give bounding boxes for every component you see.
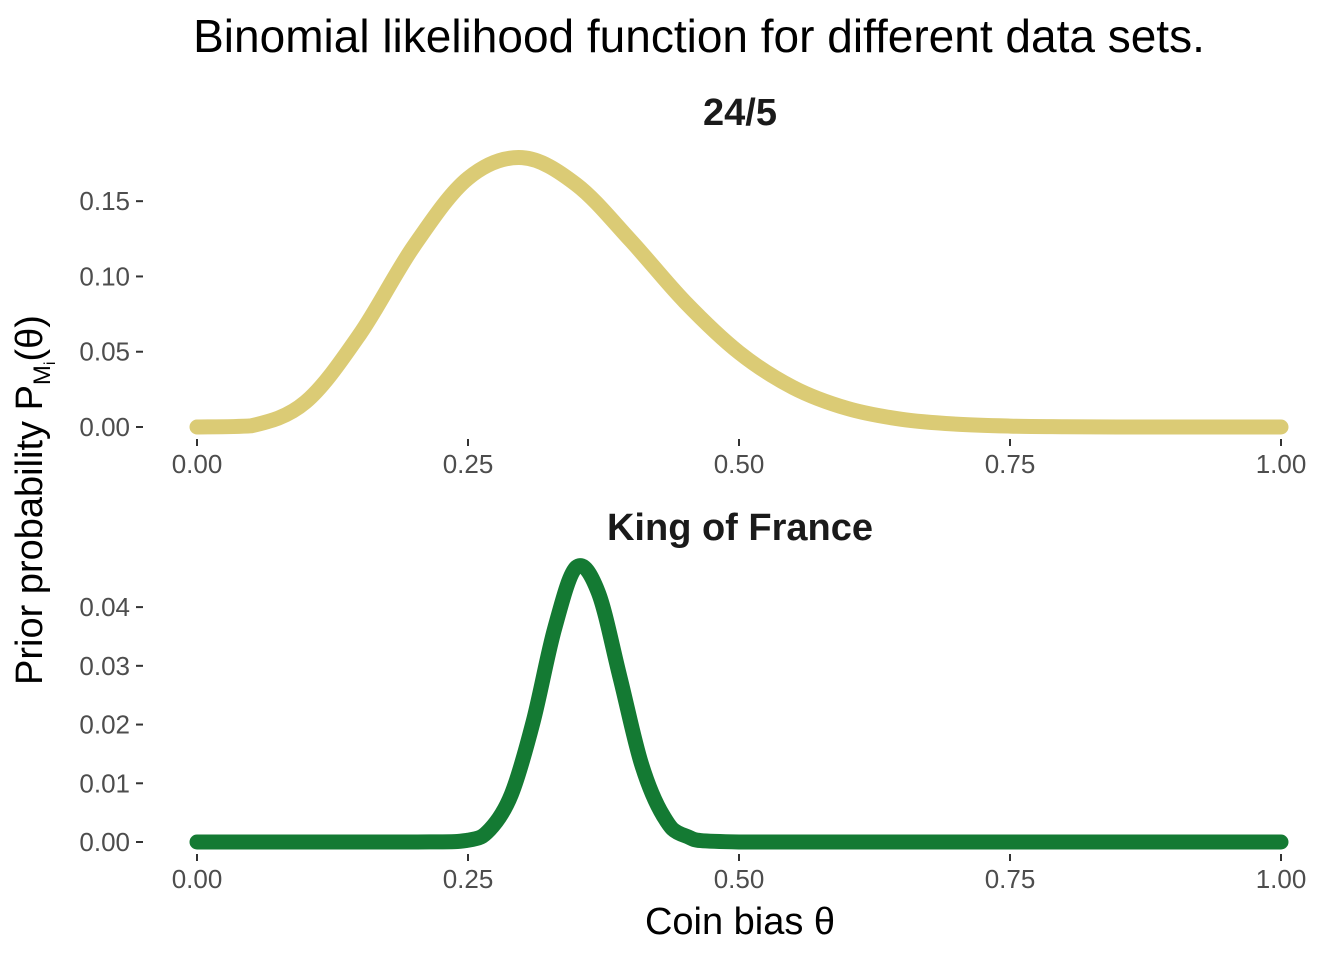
- x-axis-ticks: 0.00 0.25 0.50 0.75 1.00: [172, 854, 1307, 894]
- y-tick-label: 0.15: [79, 186, 130, 216]
- x-tick-label: 0.25: [443, 864, 494, 894]
- y-tick-label: 0.01: [79, 768, 130, 798]
- x-tick-label: 1.00: [1256, 864, 1307, 894]
- x-tick-label: 1.00: [1256, 449, 1307, 479]
- x-tick-label: 0.00: [172, 449, 223, 479]
- panel-title-24-5: 24/5: [703, 92, 777, 134]
- y-tick-label: 0.10: [79, 261, 130, 291]
- x-tick-label: 0.25: [443, 449, 494, 479]
- chart-title: Binomial likelihood function for differe…: [193, 10, 1205, 62]
- panel-king-of-france: King of France 0.00 0.01 0.02 0.03 0.04 0.00…: [79, 507, 1306, 894]
- likelihood-curve-king-of-france: [189, 558, 1289, 850]
- y-axis-ticks: 0.00 0.01 0.02 0.03 0.04: [79, 592, 143, 857]
- y-tick-label: 0.00: [79, 412, 130, 442]
- x-tick-label: 0.00: [172, 864, 223, 894]
- x-tick-label: 0.75: [985, 449, 1036, 479]
- y-axis-ticks: 0.00 0.05 0.10 0.15: [79, 186, 143, 442]
- panel-24-5: 24/5 0.00 0.05 0.10 0.15 0.00 0.25 0.50 0.75 1.…: [79, 92, 1306, 479]
- x-axis-ticks: 0.00 0.25 0.50 0.75 1.00: [172, 439, 1307, 479]
- x-tick-label: 0.75: [985, 864, 1036, 894]
- x-tick-label: 0.50: [714, 449, 765, 479]
- panel-title-king-of-france: King of France: [607, 507, 873, 549]
- y-tick-label: 0.04: [79, 592, 130, 622]
- y-tick-label: 0.02: [79, 710, 130, 740]
- y-tick-label: 0.00: [79, 827, 130, 857]
- x-tick-label: 0.50: [714, 864, 765, 894]
- y-tick-label: 0.05: [79, 337, 130, 367]
- y-tick-label: 0.03: [79, 651, 130, 681]
- likelihood-curve-24-5: [189, 150, 1289, 435]
- y-axis-label: Prior probability PMi(θ): [9, 315, 59, 685]
- x-axis-label: Coin bias θ: [645, 901, 835, 943]
